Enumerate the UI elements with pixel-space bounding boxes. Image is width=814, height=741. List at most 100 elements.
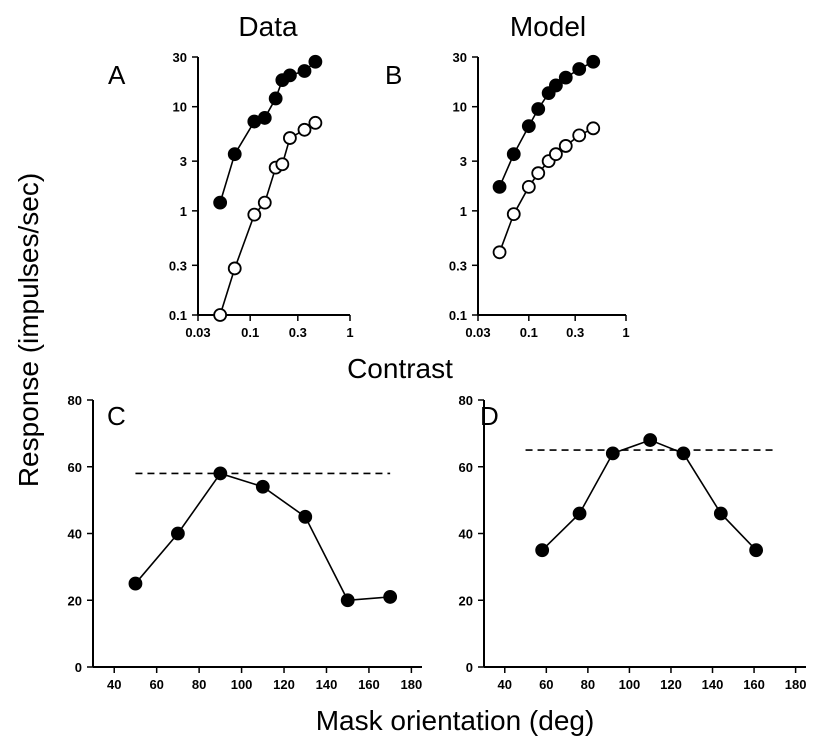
panel-letter-d: D [480, 401, 499, 431]
plot-c: 0 20 40 60 80 40 60 80 100 120 140 160 180 [68, 393, 423, 692]
x-tick-label: 0.03 [465, 325, 490, 340]
open-data-point [549, 147, 563, 162]
x-tick-label: 1 [346, 325, 353, 340]
open-data-point [492, 245, 507, 260]
filled-data-point [340, 593, 355, 608]
open-data-point [308, 115, 323, 130]
column-title-data: Data [238, 11, 298, 42]
open-data-point [572, 128, 587, 143]
filled-data-point [535, 543, 550, 558]
filled-data-point [213, 466, 228, 481]
filled-data-point [713, 506, 728, 521]
y-tick-label: 20 [68, 593, 82, 608]
open-data-point [257, 195, 272, 210]
y-tick-label: 40 [68, 527, 82, 542]
filled-data-point [383, 590, 398, 604]
x-tick-label: 1 [622, 325, 629, 340]
x-tick-label: 180 [401, 677, 423, 692]
y-tick-label: 60 [68, 460, 82, 475]
y-tick-label: 30 [173, 50, 187, 65]
filled-data-point [213, 195, 228, 210]
y-tick-label: 20 [459, 593, 473, 608]
filled-data-point [605, 446, 620, 461]
filled-data-point [506, 147, 521, 162]
filled-data-point [676, 446, 691, 461]
response-axis-label: Response (impulses/sec) [13, 173, 44, 487]
x-tick-label: 160 [358, 677, 380, 692]
plot-b: 0.1 0.3 1 3 10 30 0.03 0.1 0.3 1 [449, 50, 630, 340]
y-tick-label: 10 [453, 100, 467, 115]
open-data-point [283, 131, 297, 145]
y-tick-label: 40 [459, 527, 473, 542]
y-tick-label: 60 [459, 460, 473, 475]
filled-data-point [298, 509, 313, 524]
open-data-point [275, 157, 290, 172]
filled-data-point [549, 78, 563, 93]
filled-data-point [492, 179, 507, 194]
y-tick-label: 30 [453, 50, 467, 65]
y-tick-label: 80 [68, 393, 82, 408]
x-tick-label: 160 [743, 677, 765, 692]
y-tick-label: 80 [459, 393, 473, 408]
x-tick-label: 0.1 [241, 325, 259, 340]
panel-letter-c: C [107, 401, 126, 431]
filled-data-point [227, 147, 242, 162]
x-tick-label: 100 [619, 677, 641, 692]
x-tick-label: 0.1 [520, 325, 538, 340]
filled-data-point [572, 62, 587, 76]
filled-data-point [257, 111, 272, 125]
filled-data-point [308, 54, 323, 69]
open-data-point [247, 207, 262, 222]
x-tick-label: 80 [192, 677, 206, 692]
x-tick-label: 140 [702, 677, 724, 692]
x-tick-label: 0.03 [185, 325, 210, 340]
contrast-axis-label: Contrast [347, 353, 453, 384]
y-tick-label: 1 [180, 204, 187, 219]
x-tick-label: 60 [149, 677, 163, 692]
x-tick-label: 60 [539, 677, 553, 692]
series-line-open [498, 127, 594, 253]
mask-orientation-axis-label: Mask orientation (deg) [316, 705, 595, 736]
filled-data-point [749, 543, 764, 558]
open-data-point [213, 308, 228, 322]
open-data-point [297, 122, 312, 137]
filled-data-point [171, 526, 185, 541]
y-tick-label: 0.1 [449, 308, 467, 323]
series-line-filled [541, 439, 757, 551]
x-tick-label: 40 [498, 677, 512, 692]
plot-d: 0 20 40 60 80 40 60 80 100 120 140 160 180 [459, 393, 807, 692]
filled-data-point [572, 506, 587, 521]
y-tick-label: 0 [466, 660, 473, 675]
filled-data-point [531, 102, 546, 116]
open-data-point [558, 139, 573, 153]
x-tick-label: 120 [273, 677, 295, 692]
y-tick-label: 10 [173, 100, 187, 115]
filled-data-point [283, 68, 297, 83]
filled-data-point [128, 576, 143, 591]
open-data-point [506, 207, 521, 222]
y-tick-label: 3 [180, 154, 187, 169]
filled-data-point [558, 70, 573, 85]
x-tick-label: 100 [231, 677, 253, 692]
y-tick-label: 0 [75, 660, 82, 675]
open-data-point [531, 166, 546, 181]
y-tick-label: 0.3 [169, 258, 187, 273]
y-tick-label: 3 [460, 154, 467, 169]
x-tick-label: 0.3 [289, 325, 307, 340]
y-tick-label: 0.1 [169, 308, 187, 323]
x-tick-label: 40 [107, 677, 121, 692]
column-title-model: Model [510, 11, 586, 42]
open-data-point [521, 179, 536, 194]
y-tick-label: 0.3 [449, 258, 467, 273]
y-tick-label: 1 [460, 204, 467, 219]
filled-data-point [268, 91, 283, 106]
x-tick-label: 0.3 [566, 325, 584, 340]
open-data-point [586, 121, 601, 136]
plot-a: 0.1 0.3 1 3 10 30 0.03 0.1 0.3 1 [169, 50, 354, 340]
filled-data-point [643, 433, 658, 447]
filled-data-point [297, 64, 312, 78]
filled-data-point [255, 479, 270, 494]
panel-letter-b: B [385, 60, 402, 90]
filled-data-point [586, 54, 601, 69]
